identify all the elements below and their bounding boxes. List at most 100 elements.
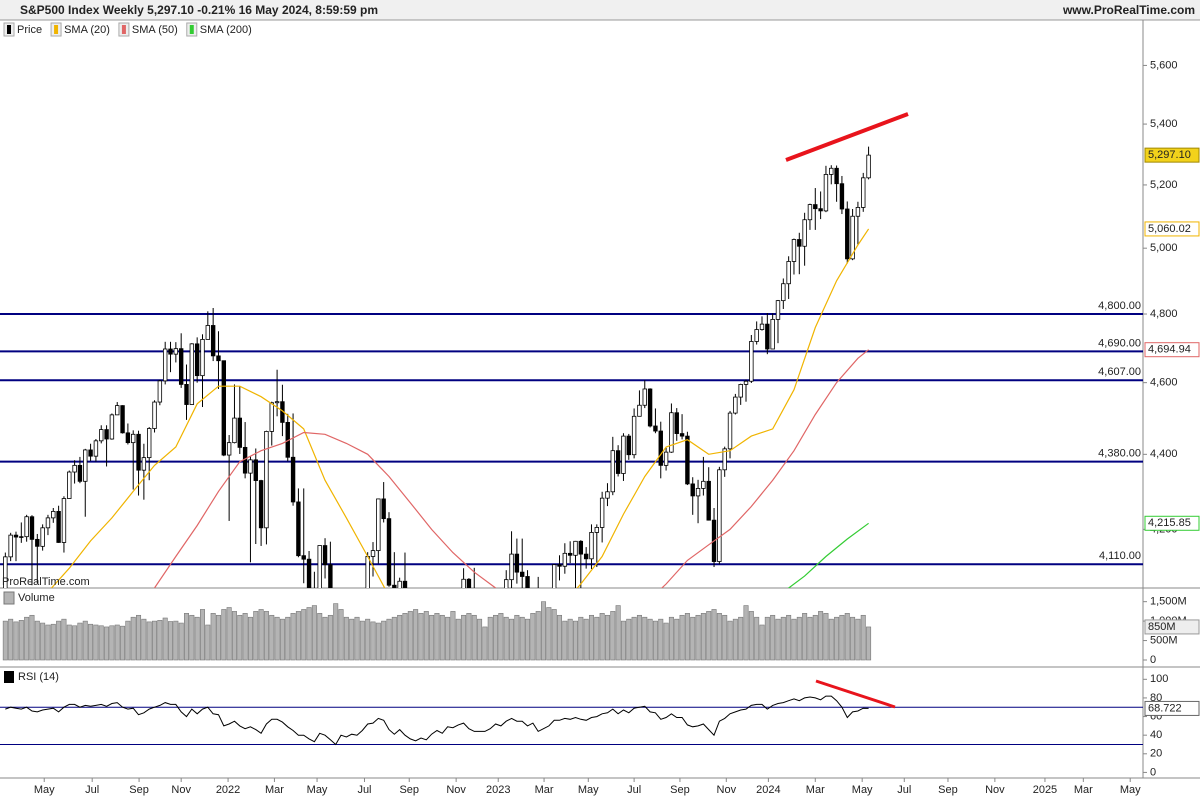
volume-bar — [487, 616, 493, 661]
volume-bar — [812, 614, 818, 661]
sma-line — [153, 349, 869, 588]
candle-body — [269, 402, 274, 432]
candle-body — [131, 433, 136, 444]
volume-bar — [482, 626, 488, 661]
volume-bar — [18, 620, 24, 661]
candle-body — [594, 527, 600, 533]
pane-title-swatch — [4, 671, 14, 683]
volume-bar — [519, 616, 525, 661]
volume-bar — [626, 618, 632, 661]
volume-bar — [269, 614, 275, 661]
candle-body — [605, 491, 610, 499]
candle-body — [685, 435, 690, 485]
volume-bar — [599, 613, 605, 661]
volume-bar — [45, 624, 51, 661]
volume-bar — [503, 616, 509, 661]
candle-body — [834, 167, 839, 185]
volume-bar — [413, 609, 419, 661]
x-tick-label: Jul — [627, 784, 641, 796]
volume-bar — [658, 618, 664, 661]
candle-body — [557, 564, 562, 567]
candle-body — [663, 451, 669, 466]
y-tick-label: 1,500M — [1150, 596, 1187, 608]
rsi-line — [5, 695, 869, 746]
volume-bar — [498, 613, 504, 661]
volume-bar — [588, 614, 594, 661]
candle-body — [637, 404, 642, 417]
candle-body — [424, 761, 428, 786]
candle-body — [509, 553, 514, 581]
legend-swatch — [189, 25, 194, 34]
volume-bar — [162, 617, 168, 661]
candle-body — [147, 428, 152, 459]
volume-bar — [263, 611, 269, 661]
candle-body — [258, 480, 264, 529]
candle-body — [13, 534, 19, 538]
volume-bar — [359, 620, 365, 661]
candle-body — [56, 511, 61, 543]
candle-body — [807, 204, 813, 221]
level-label: 4,800.00 — [1098, 300, 1141, 312]
volume-bar — [215, 614, 221, 661]
volume-bar — [759, 624, 765, 661]
last-value-label: 4,215.85 — [1148, 517, 1191, 529]
x-tick-label: 2025 — [1033, 784, 1057, 796]
volume-bar — [322, 616, 328, 661]
volume-bar — [434, 613, 440, 661]
candle-body — [189, 343, 195, 405]
candle-body — [93, 440, 99, 457]
volume-bar — [652, 620, 658, 661]
last-value-box — [1144, 700, 1200, 716]
volume-bar — [210, 613, 216, 661]
volume-bar — [716, 613, 722, 661]
volume-bar — [72, 625, 78, 661]
volume-bar — [525, 618, 531, 661]
volume-bar — [828, 618, 834, 661]
volume-bar — [572, 620, 578, 661]
watermark: ProRealTime.com — [2, 576, 90, 588]
volume-bar — [429, 614, 435, 661]
header-title: S&P500 Index Weekly 5,297.10 -0.21% 16 M… — [20, 3, 378, 17]
volume-bar — [114, 624, 120, 661]
legend-label: SMA (200) — [200, 24, 252, 36]
candle-body — [483, 672, 487, 674]
y-tick-label: 4,800 — [1150, 308, 1178, 320]
volume-bar — [450, 611, 456, 661]
candle-body — [178, 348, 184, 385]
candle-body — [306, 558, 312, 588]
x-tick-label: Sep — [670, 784, 690, 796]
legend-label: SMA (20) — [64, 24, 110, 36]
candle-body — [679, 433, 685, 437]
candle-body — [599, 497, 605, 528]
candle-body — [525, 576, 530, 588]
last-value-box — [1144, 619, 1200, 635]
candle-body — [402, 580, 408, 588]
volume-bar — [631, 616, 637, 661]
volume-bar — [93, 624, 99, 661]
volume-bar — [690, 616, 696, 661]
volume-bar — [13, 621, 19, 661]
x-tick-label: Mar — [806, 784, 825, 796]
volume-bar — [301, 609, 307, 661]
y-tick-label: 500M — [1150, 634, 1178, 646]
y-tick-label: 20 — [1150, 748, 1162, 760]
candle-body — [610, 450, 615, 493]
candle-body — [797, 239, 802, 247]
candle-body — [706, 480, 711, 521]
volume-bar — [253, 611, 259, 661]
candle-body — [322, 545, 328, 566]
x-tick-label: May — [1120, 784, 1141, 796]
candle-body — [253, 459, 258, 481]
candle-body — [136, 433, 141, 471]
volume-bar — [199, 609, 205, 661]
candle-body — [226, 442, 232, 456]
volume-bar — [61, 618, 67, 661]
candle-body — [141, 457, 147, 471]
candle-body — [376, 498, 381, 552]
candle-body — [51, 511, 56, 519]
candle-body — [184, 384, 189, 405]
candle-body — [152, 401, 157, 429]
last-value-box — [1144, 515, 1200, 531]
last-value-label: 5,297.10 — [1148, 149, 1191, 161]
volume-bar — [311, 605, 317, 661]
